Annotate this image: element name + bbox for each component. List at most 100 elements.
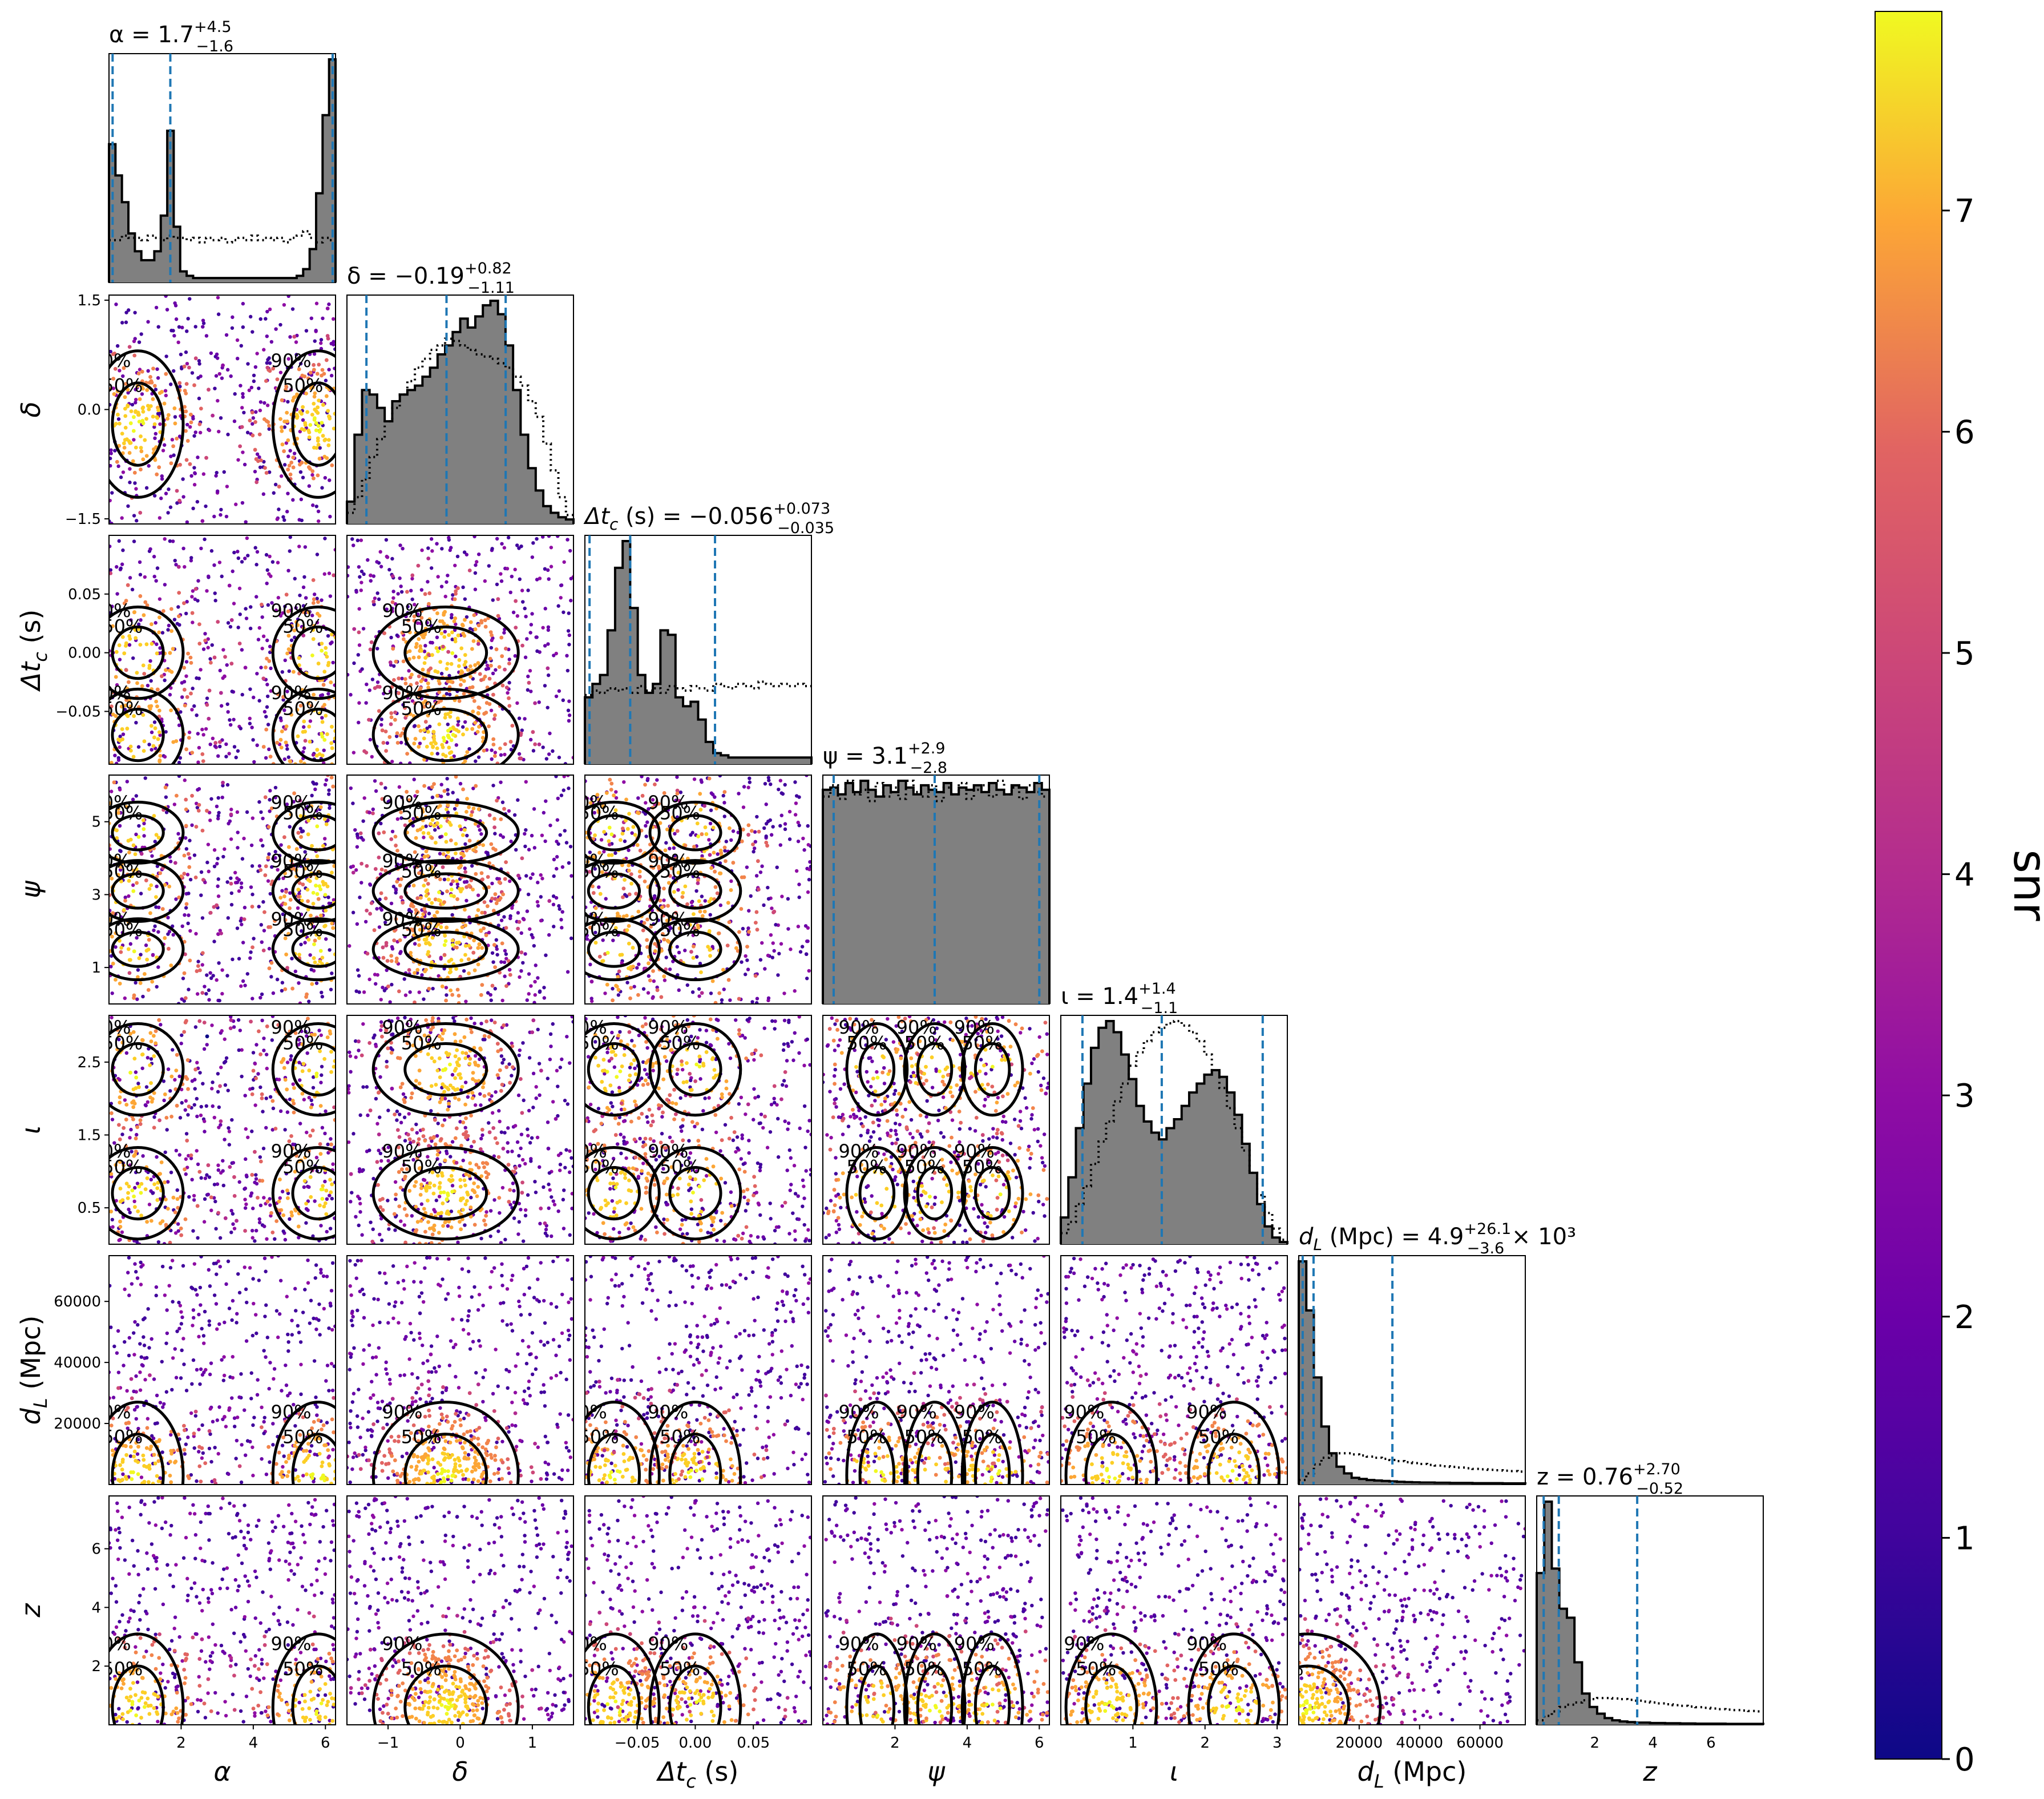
scatter-point [457,994,461,998]
scatter-point [296,888,301,892]
scatter-point [231,957,235,962]
scatter-point [357,630,361,635]
scatter-point [502,546,507,550]
scatter-point [505,567,510,571]
scatter-point [491,598,495,602]
scatter-point [787,809,792,814]
scatter-point [281,912,285,917]
scatter-point [473,571,478,575]
scatter-point [264,665,268,669]
scatter-point [193,587,198,591]
scatter-point [616,993,621,997]
scatter-point [316,600,320,604]
scatter-point [439,672,444,676]
scatter-point [216,398,220,403]
contour-line [587,814,641,852]
scatter-point [426,556,431,560]
scatter-point [201,472,206,476]
scatter-point [445,777,449,781]
scatter-point [463,943,468,948]
scatter-point [155,642,159,646]
scatter-point [729,888,733,892]
scatter-point [203,1176,208,1180]
scatter-point [266,879,270,883]
hist-bar [257,278,265,283]
scatter-point [265,365,270,370]
scatter-point [447,745,451,750]
scatter-point [357,990,361,994]
scatter-point [180,1101,184,1105]
scatter-point [426,831,431,836]
scatter-point [310,653,314,658]
scatter-point [466,957,471,962]
scatter-point [526,892,531,897]
scatter-point [625,981,629,985]
scatter-point [439,824,443,829]
scatter-point [288,472,293,477]
scatter-point [252,379,256,384]
scatter-point [529,689,533,693]
scatter-point [430,960,434,965]
scatter-point [385,968,389,973]
scatter-point [375,680,380,684]
scatter-point [318,427,323,432]
scatter-point [770,906,774,910]
scatter-point [518,975,522,979]
scatter-point [285,419,289,423]
scatter-point [317,362,321,367]
scatter-point [225,485,229,489]
scatter-point [283,987,288,991]
scatter-point [142,827,146,832]
scatter-point [323,537,327,540]
scatter-point [222,1060,227,1065]
scatter-point [794,801,798,805]
scatter-point [763,781,767,786]
scatter-point [324,358,329,362]
scatter-point [492,943,496,947]
scatter-point [585,796,589,800]
scatter-point [528,737,533,742]
scatter-point [302,719,306,724]
scatter-point [417,655,421,659]
title-sub: −1.6 [196,38,234,55]
scatter-point [324,908,328,913]
scatter-point [203,1130,207,1134]
scatter-point [264,317,268,321]
scatter-point [288,825,292,829]
scatter-point [184,847,189,851]
scatter-point [195,1114,199,1119]
scatter-point [408,761,412,764]
scatter-point [533,701,537,705]
scatter-point [285,510,289,514]
scatter-point [609,853,614,857]
scatter-point [390,600,395,604]
scatter-point [722,814,726,818]
scatter-point [207,810,212,814]
scatter-point [220,795,224,800]
scatter-point [493,987,498,991]
scatter-point [485,904,490,909]
scatter-point [239,727,243,731]
scatter-point [168,1089,172,1093]
scatter-point [455,882,460,886]
scatter-point [152,1115,156,1119]
scatter-point [172,453,176,457]
scatter-point [298,362,303,366]
scatter-point [124,437,129,442]
scatter-point [616,987,621,992]
scatter-point [402,977,406,981]
scatter-point [164,491,168,495]
scatter-point [480,736,485,740]
scatter-point [251,892,255,897]
scatter-point [270,1038,274,1042]
scatter-point [290,986,295,991]
scatter-point [388,1000,392,1004]
scatter-point [255,1043,258,1047]
scatter-point [652,922,656,926]
scatter-point [444,986,449,990]
scatter-point [117,1038,121,1042]
scatter-point [155,566,160,570]
scatter-point [458,824,462,829]
scatter-point [541,626,545,630]
scatter-point [482,730,486,735]
